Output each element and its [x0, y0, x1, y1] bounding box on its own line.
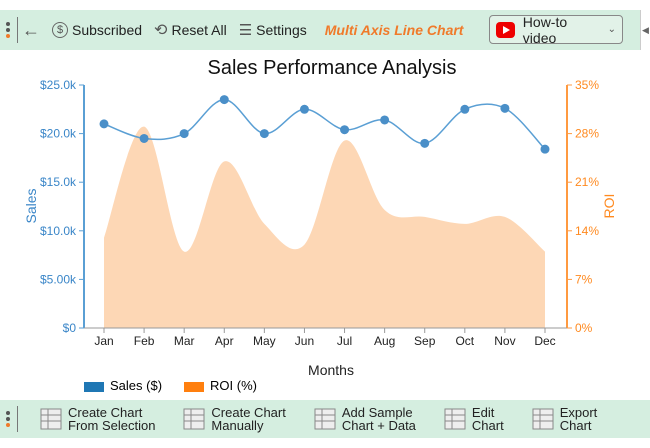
collapse-panel-icon[interactable]: ◀ [640, 10, 650, 50]
y-axis-title: Sales [23, 188, 39, 223]
y-tick-label: $15.0k [40, 175, 77, 189]
x-tick-label: Aug [374, 334, 395, 348]
y-tick-label: $5.00k [40, 272, 77, 286]
chevron-down-icon: ⌄ [607, 24, 616, 35]
drag-handle-icon[interactable] [3, 22, 13, 38]
button-label-line1: Add Sample [341, 405, 413, 420]
sales-point-Jan [99, 119, 109, 129]
sales-point-Nov [500, 103, 510, 113]
y2-axis-title: ROI [601, 194, 617, 219]
undo-icon: ⟲ [154, 22, 168, 39]
x-tick-label: Mar [174, 334, 195, 348]
bottom-button-2[interactable]: Add Sample Chart + Data [314, 406, 416, 432]
x-axis-title: Months [308, 362, 354, 378]
sliders-icon: ☰ [238, 22, 253, 39]
y2-tick-label: 0% [575, 321, 593, 335]
video-label: How-to video [522, 13, 568, 46]
x-tick-label: Jul [337, 334, 352, 348]
y2-tick-label: 14% [575, 224, 599, 238]
button-label-line1: Create Chart [68, 405, 143, 420]
arrow-left-icon: ← [22, 19, 40, 40]
reset-label: Reset All [171, 22, 227, 38]
button-label-line1: Export [559, 405, 598, 420]
bottom-button-3[interactable]: Edit Chart [444, 406, 504, 432]
legend-swatch [184, 381, 205, 392]
settings-button[interactable]: ☰ Settings [239, 21, 307, 39]
sales-point-Jun [299, 104, 309, 114]
edit-chart-icon [444, 408, 466, 430]
button-label-line2: Chart + Data [341, 418, 416, 433]
bottom-toolbar: Create Chart From Selection Create Chart Ma… [0, 400, 650, 438]
y2-tick-label: 28% [575, 127, 599, 141]
bottom-button-4[interactable]: Export Chart [532, 405, 598, 433]
legend-label: Sales ($) [110, 378, 163, 393]
button-label-line1: Create Chart [211, 405, 286, 420]
chart-title: Sales Performance Analysis [207, 57, 456, 79]
export-chart-icon [532, 408, 554, 430]
legend-item-roi[interactable]: ROI (%) [184, 378, 257, 393]
sales-point-Mar [179, 129, 189, 139]
y-tick-label: $20.0k [40, 127, 77, 141]
x-tick-label: Jun [295, 334, 314, 348]
legend-item-sales[interactable]: Sales ($) [84, 378, 162, 393]
form-icon [183, 408, 205, 430]
sales-point-Apr [219, 95, 229, 105]
table-icon [40, 408, 62, 430]
sales-point-Oct [460, 104, 470, 114]
legend-label: ROI (%) [210, 378, 257, 393]
settings-label: Settings [256, 22, 307, 38]
sales-line [103, 98, 546, 150]
subscribed-label: Subscribed [72, 22, 143, 38]
x-tick-label: Oct [455, 334, 474, 348]
sales-point-Feb [139, 133, 149, 143]
x-tick-label: Jan [94, 334, 113, 348]
divider [17, 406, 18, 432]
button-label-line2: Chart [471, 418, 504, 433]
y2-tick-label: 35% [575, 78, 599, 92]
sales-point-Sep [420, 138, 430, 148]
chart-type-title: Multi Axis Line Chart [324, 22, 464, 38]
y-tick-label: $10.0k [40, 224, 77, 238]
button-label-line2: Manually [211, 418, 264, 433]
y2-tick-label: 7% [575, 272, 593, 286]
sales-point-Dec [540, 144, 550, 154]
y-tick-label: $0 [63, 321, 77, 335]
x-tick-label: Sep [414, 334, 436, 348]
drag-handle-icon[interactable] [3, 411, 13, 427]
button-label-line2: From Selection [68, 418, 156, 433]
button-label-line1: Edit [471, 405, 495, 420]
button-label-line2: Chart [559, 418, 592, 433]
x-tick-label: Nov [494, 334, 515, 348]
bottom-button-0[interactable]: Create Chart From Selection [40, 406, 155, 432]
sales-point-Jul [340, 125, 350, 135]
y2-tick-label: 21% [575, 175, 599, 189]
legend-swatch [84, 381, 104, 392]
back-button[interactable]: ← [22, 20, 40, 41]
subscribed-button[interactable]: $ Subscribed [52, 22, 142, 38]
chart: $0 $5.00k $10.0k $15.0k $20.0k $25.0k 0% 7% 14% 2… [23, 57, 617, 378]
divider [17, 17, 18, 43]
how-to-video-dropdown[interactable]: How-to video ⌄ [489, 13, 623, 46]
x-tick-label: Apr [215, 334, 234, 348]
reset-all-button[interactable]: ⟲ Reset All [154, 20, 227, 40]
sales-point-May [259, 129, 269, 139]
bottom-button-1[interactable]: Create Chart Manually [183, 405, 286, 433]
roi-area [104, 126, 545, 328]
top-toolbar: ← $ Subscribed ⟲ Reset All ☰ Settings Multi… [0, 10, 640, 50]
x-tick-label: Dec [534, 334, 555, 348]
y-tick-label: $25.0k [40, 78, 77, 92]
youtube-icon [496, 21, 515, 38]
dollar-circle-icon: $ [52, 22, 68, 38]
x-tick-label: Feb [134, 334, 155, 348]
sample-data-icon [314, 408, 336, 430]
sales-point-Aug [380, 115, 390, 125]
legend: Sales ($) ROI (%) [84, 378, 257, 393]
x-tick-label: May [253, 334, 276, 348]
